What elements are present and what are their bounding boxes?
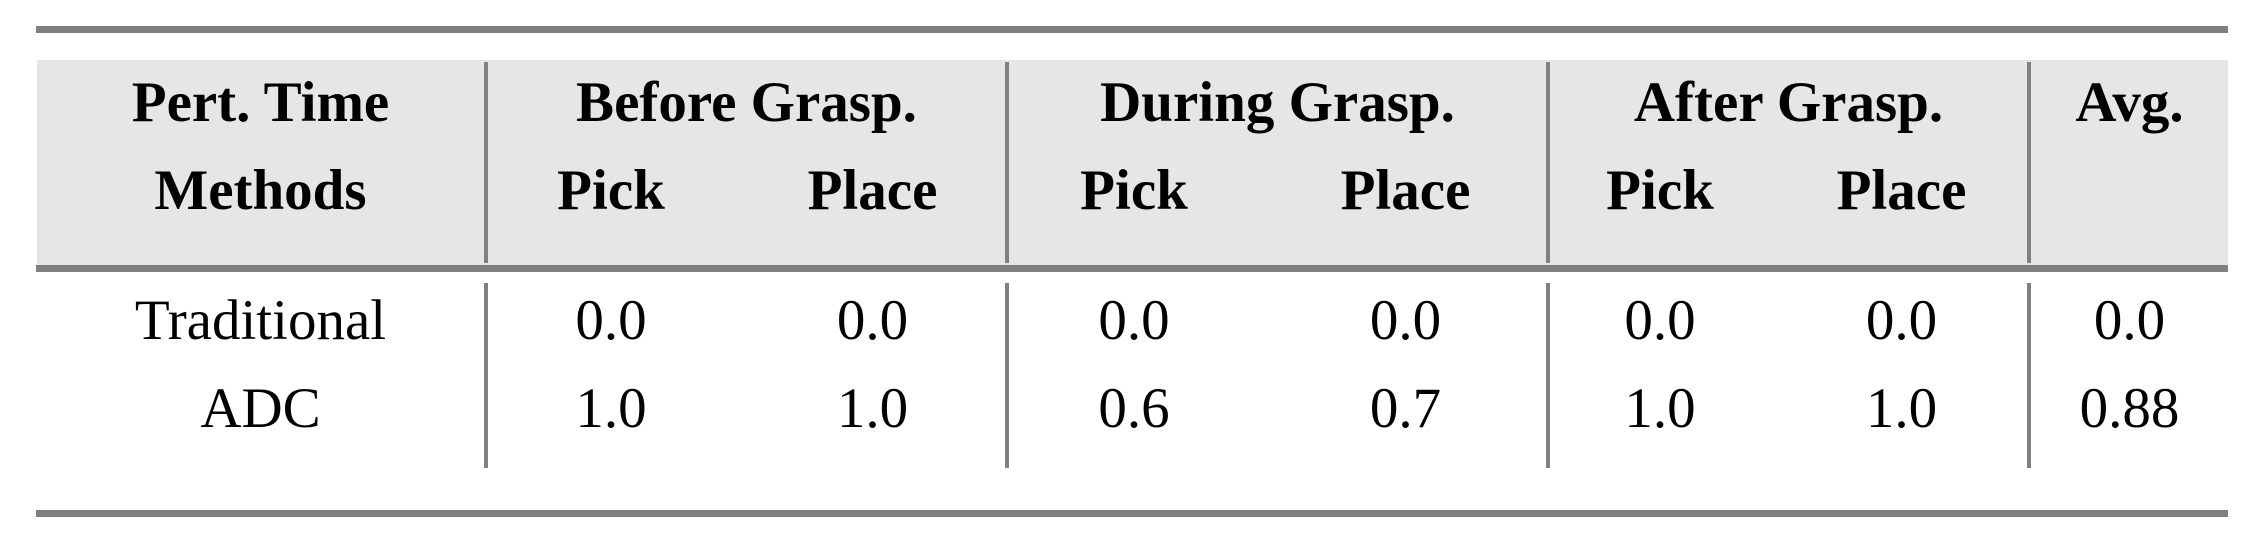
cell-adc-after-place: 1.0 [1865,377,1938,440]
column-divider-3-header [1546,62,1550,263]
cell-adc-during-place: 0.7 [1369,377,1442,440]
table-row-method-adc: ADC [200,377,321,440]
cell-traditional-avg: 0.0 [2093,289,2166,352]
cell-adc-after-pick: 1.0 [1624,377,1696,440]
cell-traditional-before-place: 0.0 [836,289,909,352]
table-header-background [37,60,2228,265]
column-divider-1-header [484,62,488,263]
table-body-background [37,272,2228,510]
header-group-avg: Avg. [2075,71,2184,134]
column-divider-2-header [1005,62,1009,263]
column-divider-2-body [1005,283,1009,468]
header-during-grasp-place: Place [1340,159,1471,222]
header-during-grasp-pick: Pick [1080,159,1188,222]
table-row-method-traditional: Traditional [134,289,387,352]
column-divider-4-header [2027,62,2031,263]
cell-adc-before-pick: 1.0 [575,377,647,440]
column-divider-4-body [2027,283,2031,468]
header-after-grasp-pick: Pick [1606,159,1714,222]
cell-adc-avg: 0.88 [2079,377,2180,440]
cell-traditional-during-pick: 0.0 [1098,289,1170,352]
column-divider-3-body [1546,283,1550,468]
cell-adc-during-pick: 0.6 [1098,377,1170,440]
header-group-before-grasp: Before Grasp. [576,71,917,134]
column-divider-1-body [484,283,488,468]
cell-traditional-before-pick: 0.0 [575,289,647,352]
table-mid-rule [36,265,2228,272]
header-avg-sub [2031,148,2228,234]
header-pert-time: Pert. Time [131,71,390,134]
header-before-grasp-place: Place [807,159,938,222]
header-group-after-grasp: After Grasp. [1633,71,1944,134]
header-after-grasp-place: Place [1836,159,1967,222]
header-before-grasp-pick: Pick [557,159,665,222]
table-top-rule [36,26,2228,33]
cell-traditional-during-place: 0.0 [1369,289,1442,352]
cell-traditional-after-pick: 0.0 [1624,289,1696,352]
header-group-during-grasp: During Grasp. [1100,71,1455,134]
cell-traditional-after-place: 0.0 [1865,289,1938,352]
table-bottom-rule [36,510,2228,517]
header-methods: Methods [154,159,367,222]
cell-adc-before-place: 1.0 [836,377,909,440]
